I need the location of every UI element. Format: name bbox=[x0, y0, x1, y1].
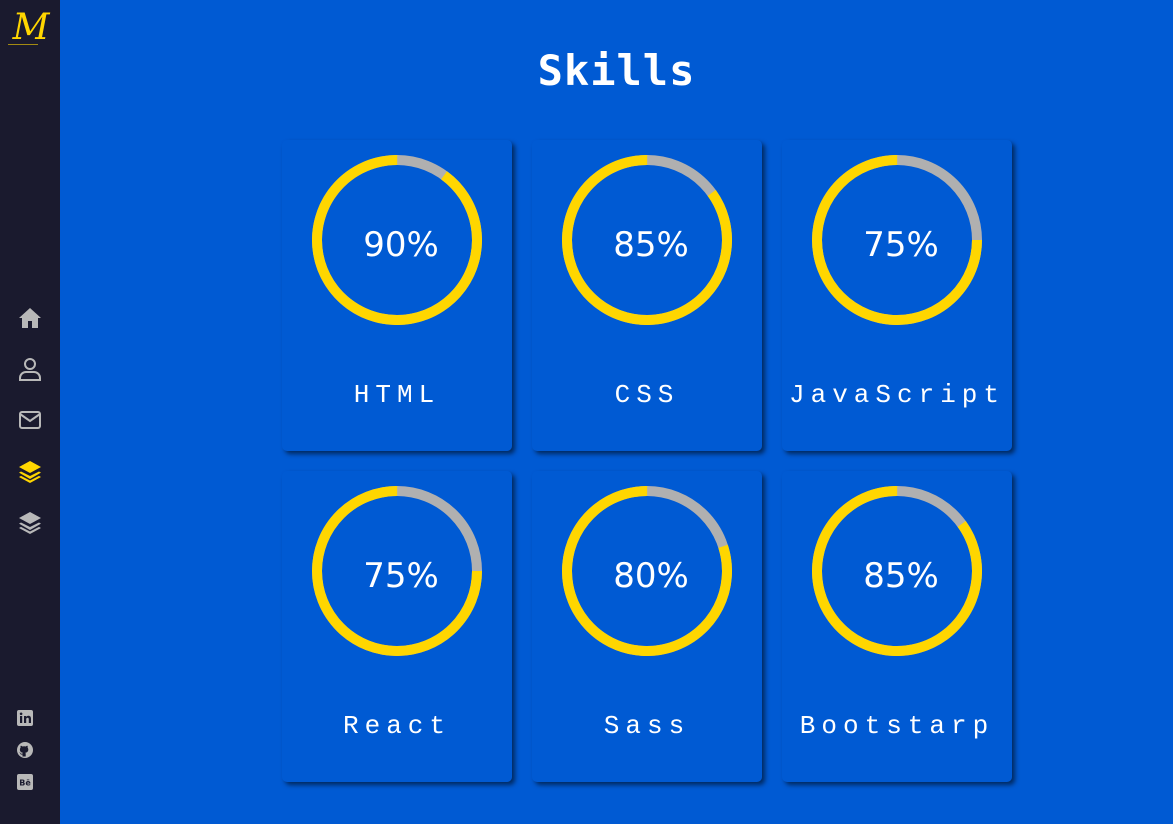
progress-ring-fill bbox=[812, 155, 982, 325]
progress-ring bbox=[812, 155, 982, 325]
skill-name: Sass bbox=[603, 711, 691, 741]
progress-ring-fill bbox=[312, 155, 482, 325]
linkedin-icon[interactable] bbox=[17, 710, 33, 726]
skill-card: 80% Sass bbox=[532, 471, 762, 782]
skill-name: React bbox=[342, 711, 451, 741]
progress-ring-fill bbox=[812, 486, 982, 656]
skill-name: HTML bbox=[353, 380, 441, 410]
logo[interactable]: M bbox=[12, 7, 50, 48]
skill-percent: 90% bbox=[363, 225, 439, 265]
progress-ring bbox=[312, 486, 482, 656]
skill-percent: 85% bbox=[863, 556, 939, 596]
behance-icon[interactable]: Bē bbox=[17, 774, 33, 790]
skill-card: 85% CSS bbox=[532, 140, 762, 451]
skill-name: Bootstarp bbox=[799, 711, 995, 741]
sidebar: M Bē bbox=[0, 0, 60, 824]
user-icon[interactable] bbox=[18, 357, 42, 381]
logo-underline bbox=[8, 44, 38, 45]
skill-percent: 75% bbox=[363, 556, 439, 596]
skill-card: 85% Bootstarp bbox=[782, 471, 1012, 782]
progress-ring bbox=[312, 155, 482, 325]
skill-percent: 85% bbox=[613, 225, 689, 265]
skill-percent: 80% bbox=[613, 556, 689, 596]
svg-text:Bē: Bē bbox=[19, 779, 31, 788]
progress-ring-fill bbox=[312, 486, 482, 656]
progress-ring bbox=[562, 155, 732, 325]
layers-icon[interactable] bbox=[18, 510, 42, 534]
github-icon[interactable] bbox=[17, 742, 33, 758]
skill-card: 90% HTML bbox=[282, 140, 512, 451]
layers-icon-active[interactable] bbox=[18, 459, 42, 483]
skill-name: CSS bbox=[614, 380, 680, 410]
skill-card: 75% JavaScript bbox=[782, 140, 1012, 451]
envelope-icon[interactable] bbox=[18, 408, 42, 432]
skill-name: JavaScript bbox=[788, 380, 1006, 410]
progress-ring bbox=[562, 486, 732, 656]
skill-card: 75% React bbox=[282, 471, 512, 782]
skill-percent: 75% bbox=[863, 225, 939, 265]
skills-grid: 90% HTML 85% CSS 75% JavaScript 75% React 80% Sas… bbox=[282, 140, 1014, 782]
home-icon[interactable] bbox=[18, 306, 42, 330]
page-title: Skills bbox=[537, 46, 696, 95]
progress-ring bbox=[812, 486, 982, 656]
progress-ring-fill bbox=[562, 155, 732, 325]
